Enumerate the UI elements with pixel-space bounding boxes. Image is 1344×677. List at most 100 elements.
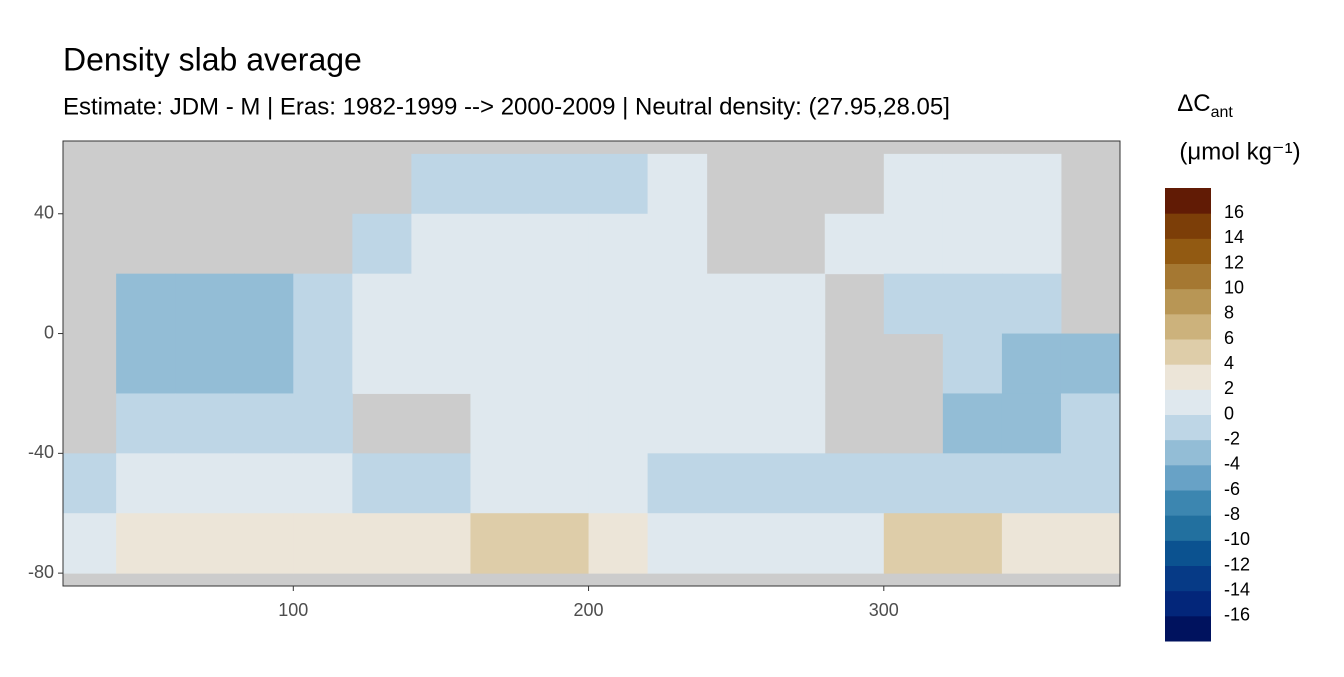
- legend-swatch: [1165, 439, 1211, 466]
- cell: [470, 513, 530, 574]
- legend-swatch: [1165, 213, 1211, 239]
- y-tick-label: 40: [34, 203, 54, 223]
- x-tick-label: 100: [278, 600, 308, 620]
- legend-title-sub: ant: [1211, 104, 1234, 121]
- legend-label: 0: [1224, 403, 1234, 423]
- cell: [411, 333, 471, 394]
- cell: [352, 513, 412, 574]
- y-tick-label: 0: [44, 322, 54, 342]
- cell: [706, 453, 767, 514]
- cell: [588, 513, 649, 574]
- cell: [470, 273, 530, 335]
- legend-swatch: [1165, 313, 1211, 340]
- cell: [63, 513, 117, 574]
- cell: [293, 513, 353, 574]
- cell: [411, 453, 471, 514]
- cell: [1060, 393, 1120, 454]
- cell: [588, 393, 649, 454]
- cell: [116, 273, 176, 335]
- cell: [942, 333, 1003, 394]
- cell: [765, 393, 826, 454]
- legend-label: -8: [1224, 504, 1240, 524]
- cell: [116, 393, 176, 454]
- cell: [647, 213, 708, 275]
- legend-swatch: [1165, 339, 1211, 365]
- cell: [706, 333, 767, 394]
- cell: [234, 513, 294, 574]
- cell: [470, 453, 530, 514]
- cell: [234, 453, 294, 514]
- cells: [63, 153, 1120, 574]
- legend-label: -14: [1224, 579, 1250, 599]
- cell: [765, 273, 826, 335]
- cell: [588, 273, 649, 335]
- legend-label: 2: [1224, 378, 1234, 398]
- cell: [647, 393, 708, 454]
- cell: [293, 273, 353, 335]
- cell: [470, 333, 530, 394]
- cell: [588, 153, 649, 215]
- legend-swatch: [1165, 288, 1211, 315]
- x-tick-label: 200: [574, 600, 604, 620]
- cell: [706, 273, 767, 335]
- cell: [352, 273, 412, 335]
- cell: [529, 213, 590, 275]
- legend-label: 10: [1224, 277, 1244, 297]
- cell: [1060, 513, 1120, 574]
- legend-label: -2: [1224, 428, 1240, 448]
- legend-label: -6: [1224, 479, 1240, 499]
- legend-title: ΔCant: [1177, 90, 1233, 121]
- cell: [588, 453, 649, 514]
- cell: [588, 213, 649, 275]
- cell: [824, 513, 885, 574]
- chart-title: Density slab average: [63, 41, 362, 77]
- cell: [647, 333, 708, 394]
- cell: [529, 453, 590, 514]
- cell: [824, 213, 885, 275]
- cell: [63, 453, 117, 514]
- cell: [293, 393, 353, 454]
- cell: [942, 513, 1003, 574]
- cell: [1001, 333, 1062, 394]
- cell: [883, 153, 944, 215]
- cell: [647, 273, 708, 335]
- legend-label: -10: [1224, 529, 1250, 549]
- legend-swatch: [1165, 414, 1211, 441]
- legend-label: 12: [1224, 252, 1244, 272]
- legend-swatch: [1165, 590, 1211, 617]
- cell: [1001, 513, 1062, 574]
- cell: [352, 453, 412, 514]
- cell: [883, 513, 944, 574]
- cell: [883, 453, 944, 514]
- chart-subtitle: Estimate: JDM - M | Eras: 1982-1999 --> …: [63, 93, 950, 120]
- legend-label: 6: [1224, 328, 1234, 348]
- legend-label: -4: [1224, 454, 1240, 474]
- legend-swatch: [1165, 540, 1211, 566]
- cell: [470, 153, 530, 215]
- cell: [175, 393, 235, 454]
- y-tick-label: -40: [28, 442, 54, 462]
- y-tick-label: -80: [28, 562, 54, 582]
- cell: [352, 213, 412, 275]
- cell: [942, 393, 1003, 454]
- cell: [411, 513, 471, 574]
- cell: [1001, 153, 1062, 215]
- cell: [175, 273, 235, 335]
- legend-swatch: [1165, 364, 1211, 390]
- cell: [293, 333, 353, 394]
- cell: [411, 213, 471, 275]
- cell: [1001, 273, 1062, 335]
- cell: [942, 453, 1003, 514]
- legend-label: -12: [1224, 554, 1250, 574]
- cell: [1001, 213, 1062, 275]
- legend-swatch: [1165, 238, 1211, 264]
- legend-title-main: ΔC: [1177, 90, 1210, 117]
- cell: [1001, 393, 1062, 454]
- cell: [470, 393, 530, 454]
- cell: [883, 213, 944, 275]
- cell: [824, 453, 885, 514]
- cell: [706, 513, 767, 574]
- cell: [116, 453, 176, 514]
- cell: [293, 453, 353, 514]
